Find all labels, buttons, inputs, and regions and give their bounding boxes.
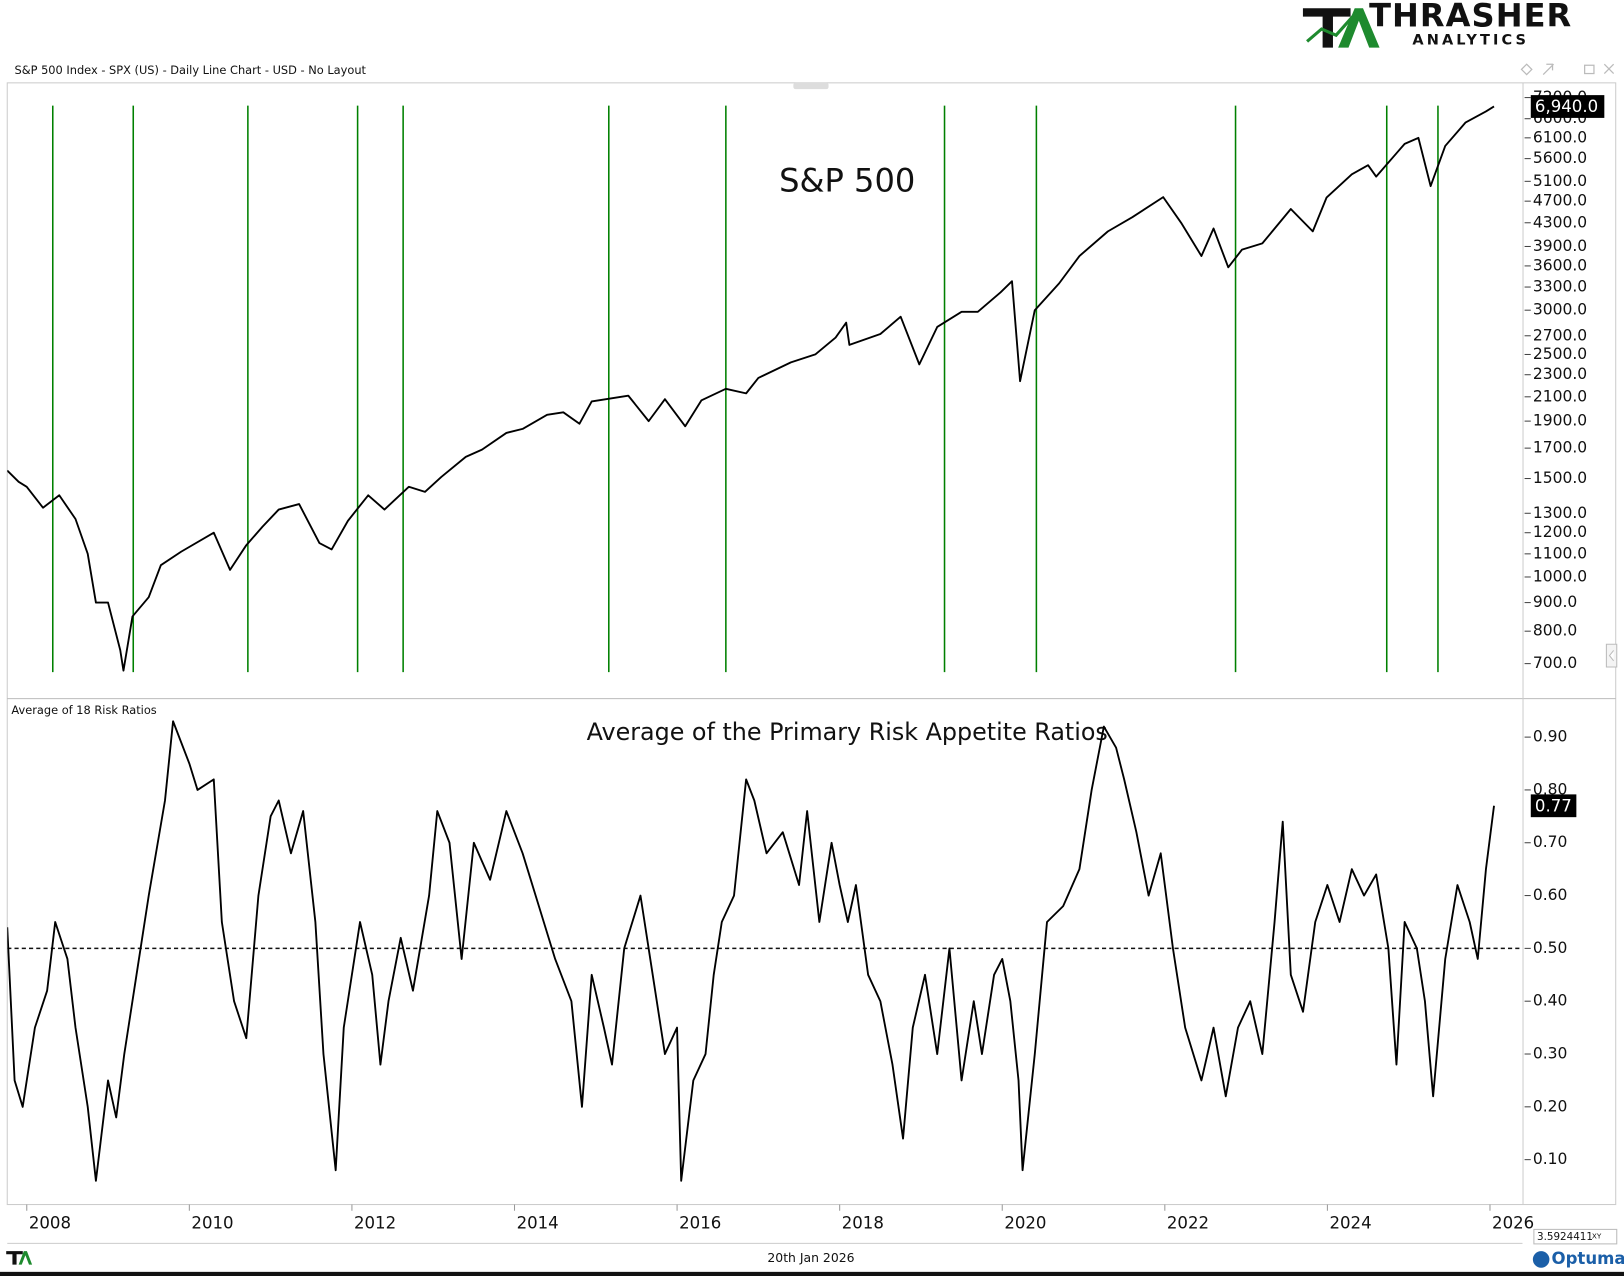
brand-tagline: ANALYTICS — [1412, 32, 1529, 48]
y-tick-label: 1200.0 — [1533, 523, 1587, 541]
y-tick-label: 3000.0 — [1533, 301, 1587, 319]
y-tick-label: 1500.0 — [1533, 469, 1587, 487]
x-tick-label: 2016 — [679, 1214, 721, 1233]
y-tick-label: 2700.0 — [1533, 326, 1587, 344]
readout: 3.5924411 — [1537, 1231, 1593, 1243]
y-tick-label: 3300.0 — [1533, 278, 1587, 296]
y-tick-label: 3900.0 — [1533, 237, 1587, 255]
y-tick-label: 900.0 — [1533, 593, 1577, 611]
y-tick-label: 700.0 — [1533, 654, 1577, 672]
readout-mode[interactable]: XY — [1592, 1232, 1602, 1241]
y-tick-label: 1000.0 — [1533, 567, 1587, 585]
x-tick-label: 2024 — [1329, 1214, 1371, 1233]
footer-date: 20th Jan 2026 — [767, 1250, 854, 1265]
x-tick-label: 2022 — [1167, 1214, 1209, 1233]
vendor-name: Optuma — [1552, 1249, 1624, 1268]
y-tick-label: 2100.0 — [1533, 387, 1587, 405]
last-value-box — [1530, 794, 1577, 818]
y-tick-label: 0.60 — [1533, 886, 1568, 904]
plot-area — [7, 720, 1523, 1182]
plot-area — [7, 105, 1495, 673]
y-tick-label: 4700.0 — [1533, 192, 1587, 210]
y-tick-label: 0.20 — [1533, 1097, 1568, 1115]
series-line — [7, 105, 1495, 672]
y-tick-label: 1300.0 — [1533, 504, 1587, 522]
x-tick-label: 2008 — [29, 1214, 71, 1233]
chart-title: S&P 500 — [779, 161, 915, 199]
y-tick-label: 1100.0 — [1533, 544, 1587, 562]
chart-header: S&P 500 Index - SPX (US) - Daily Line Ch… — [15, 63, 367, 77]
x-tick-label: 2026 — [1492, 1214, 1534, 1233]
y-tick-label: 5100.0 — [1533, 172, 1587, 190]
y-tick-label: 0.70 — [1533, 833, 1568, 851]
y-tick-label: 1700.0 — [1533, 439, 1587, 457]
y-tick-label: 2300.0 — [1533, 365, 1587, 383]
window-icons[interactable] — [1520, 63, 1615, 76]
bottom-bar — [0, 1271, 1624, 1276]
y-tick-label: 0.80 — [1533, 780, 1568, 798]
y-tick-label: 5600.0 — [1533, 149, 1587, 167]
y-tick-label: 0.30 — [1533, 1045, 1568, 1063]
readout-box — [1533, 1228, 1618, 1245]
y-tick-label: 0.40 — [1533, 992, 1568, 1010]
logo-mark — [1302, 8, 1380, 48]
y-tick-label: 2500.0 — [1533, 345, 1587, 363]
pane-handle[interactable] — [793, 82, 829, 90]
y-tick-label: 800.0 — [1533, 622, 1577, 640]
y-tick-label: 1900.0 — [1533, 412, 1587, 430]
y-tick-label: 6100.0 — [1533, 128, 1587, 146]
last-value-box — [1530, 95, 1605, 118]
brand-name: THRASHER — [1369, 0, 1572, 35]
y-tick-label: 4300.0 — [1533, 213, 1587, 231]
pane-header: Average of 18 Risk Ratios — [11, 703, 156, 717]
last-value-label: 0.77 — [1535, 796, 1572, 815]
y-tick-label: 0.50 — [1533, 939, 1568, 957]
chart-title: Average of the Primary Risk Appetite Rat… — [587, 718, 1108, 746]
x-tick-label: 2010 — [191, 1214, 233, 1233]
x-tick-label: 2020 — [1004, 1214, 1046, 1233]
x-tick-label: 2014 — [517, 1214, 559, 1233]
x-tick-label: 2018 — [842, 1214, 884, 1233]
x-tick-label: 2012 — [354, 1214, 396, 1233]
last-value-label: 6,940.0 — [1535, 97, 1598, 116]
side-toggle[interactable] — [1605, 643, 1618, 668]
y-tick-label: 3600.0 — [1533, 256, 1587, 274]
y-tick-label: 0.10 — [1533, 1150, 1568, 1168]
vendor-icon — [1532, 1251, 1550, 1268]
series-line — [7, 720, 1495, 1182]
y-tick-label: 0.90 — [1533, 728, 1568, 746]
footer-logo — [6, 1251, 33, 1265]
